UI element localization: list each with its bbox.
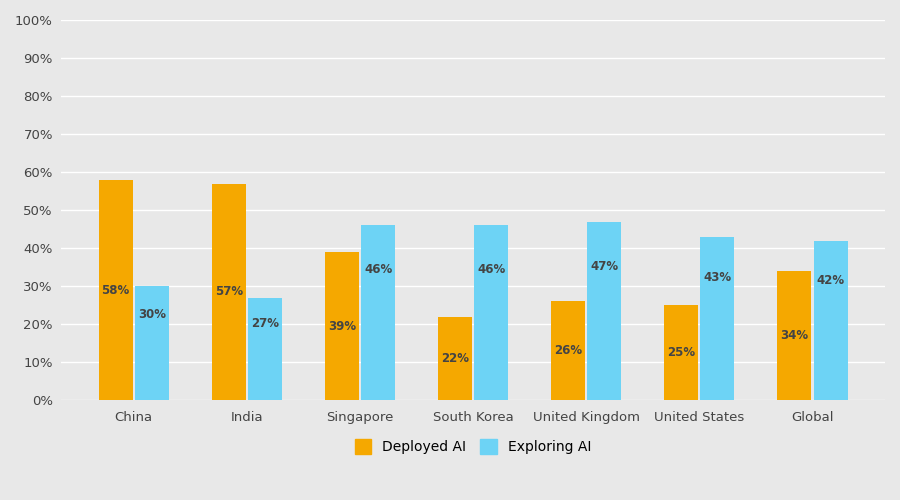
- Text: 47%: 47%: [590, 260, 618, 273]
- Bar: [814, 240, 848, 400]
- Bar: [135, 286, 169, 401]
- Bar: [551, 302, 585, 400]
- Text: 30%: 30%: [138, 308, 166, 322]
- Bar: [325, 252, 359, 400]
- Text: 39%: 39%: [328, 320, 356, 332]
- Bar: [588, 222, 621, 400]
- Bar: [778, 271, 812, 400]
- Text: 34%: 34%: [780, 329, 808, 342]
- Legend: Deployed AI, Exploring AI: Deployed AI, Exploring AI: [355, 440, 591, 454]
- Text: 57%: 57%: [215, 286, 243, 298]
- Text: 43%: 43%: [704, 271, 732, 284]
- Bar: [212, 184, 246, 400]
- Text: 42%: 42%: [816, 274, 844, 287]
- Text: 25%: 25%: [667, 346, 696, 360]
- Bar: [99, 180, 132, 400]
- Bar: [474, 226, 508, 400]
- Text: 27%: 27%: [251, 317, 279, 330]
- Text: 46%: 46%: [364, 262, 392, 276]
- Text: 58%: 58%: [102, 284, 130, 296]
- Bar: [248, 298, 282, 401]
- Text: 46%: 46%: [477, 262, 505, 276]
- Text: 22%: 22%: [441, 352, 469, 365]
- Bar: [664, 306, 698, 400]
- Bar: [700, 237, 734, 400]
- Bar: [438, 316, 472, 400]
- Bar: [361, 226, 395, 400]
- Text: 26%: 26%: [554, 344, 582, 358]
